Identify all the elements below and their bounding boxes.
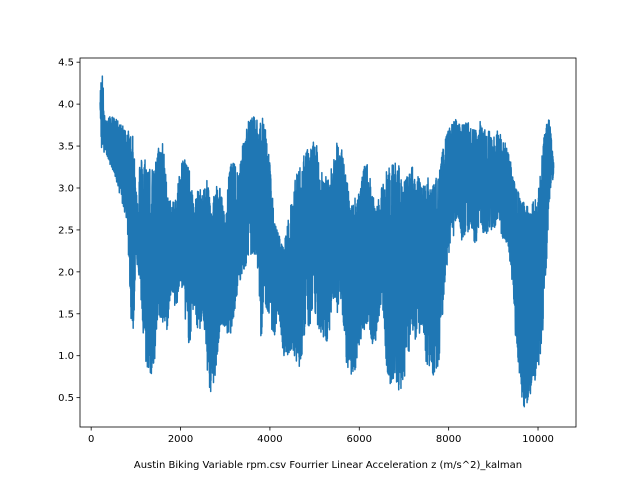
y-tick-label: 1.0 (58, 351, 74, 362)
x-axis: 0 2000 4000 6000 8000 10000 (88, 427, 554, 445)
x-axis-label: Austin Biking Variable rpm.csv Fourrier … (134, 460, 522, 471)
series-line (99, 75, 555, 408)
x-tick-label: 8000 (436, 434, 461, 445)
y-tick-label: 2.5 (58, 225, 74, 236)
y-tick-label: 4.0 (58, 100, 74, 111)
y-tick-label: 1.5 (58, 309, 74, 320)
y-axis: 0.5 1.0 1.5 2.0 2.5 3.0 3.5 4.0 4.5 (58, 58, 80, 404)
x-tick-label: 6000 (347, 434, 372, 445)
x-tick-label: 0 (88, 434, 94, 445)
y-tick-label: 3.5 (58, 142, 74, 153)
x-tick-label: 2000 (168, 434, 193, 445)
y-tick-label: 0.5 (58, 393, 74, 404)
x-tick-label: 10000 (522, 434, 554, 445)
series-layer (99, 75, 555, 408)
x-tick-label: 4000 (257, 434, 282, 445)
y-tick-label: 3.0 (58, 183, 74, 194)
y-tick-label: 2.0 (58, 267, 74, 278)
y-tick-label: 4.5 (58, 58, 74, 69)
plot-frame (79, 57, 577, 428)
